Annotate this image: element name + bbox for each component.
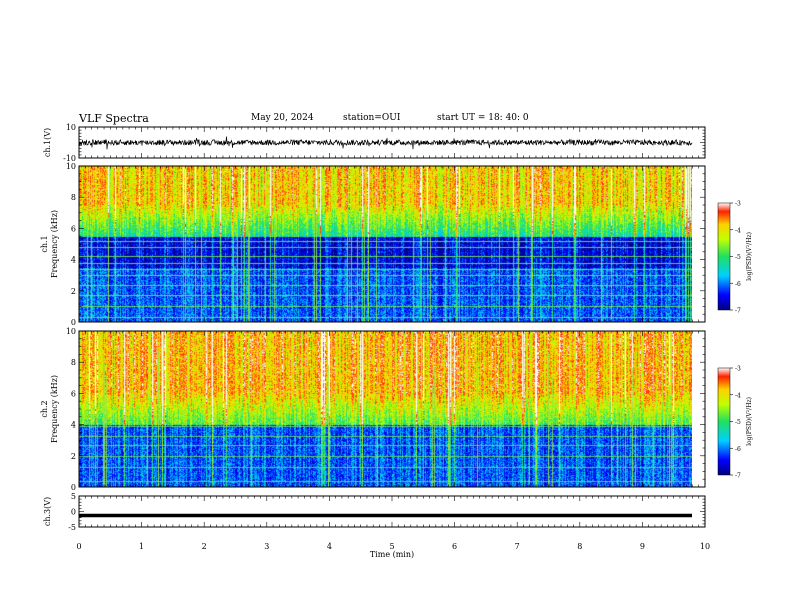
x-tick-label: 2 [202,542,207,551]
x-tick-label: 0 [76,542,81,551]
start-time-label: start UT = 18: 40: 0 [437,113,529,123]
ch1-waveform-line [78,136,693,150]
y-tick-label: 6 [71,224,76,233]
station-label: station=OUI [343,113,401,123]
colorbar-tick-label: -3 [735,201,741,208]
frequency-axis-label-channel: ch.2 [40,400,49,417]
y-tick-label: 8 [71,358,76,367]
x-tick-label: 8 [577,542,582,551]
x-tick-label: 1 [139,542,144,551]
colorbar-tick-label: -5 [735,254,741,261]
colorbar-tick-label: -4 [735,227,741,234]
colorbar [717,367,731,476]
ch3-voltage-axis-label: ch.3(V) [43,497,52,526]
frequency-axis-label: Frequency (kHz) [50,375,59,443]
y-tick-label: -5 [68,523,76,532]
colorbar-tick-label: -5 [735,419,741,426]
x-tick-label: 5 [389,542,394,551]
x-tick-label: 4 [327,542,332,551]
x-axis-title: Time (min) [370,550,414,559]
colorbar-tick-label: -3 [735,366,741,373]
colorbar-label: log(PSD)(V²/Hz) [746,232,753,281]
spectrogram-image-ch1 [79,166,692,322]
y-tick-label: 10 [66,123,76,132]
y-tick-label: 2 [71,452,76,461]
colorbar-tick-label: -6 [735,446,741,453]
y-tick-label: 10 [66,327,76,336]
y-tick-label: 4 [71,256,76,265]
ch1-voltage-axis-label: ch.1(V) [43,128,52,157]
y-tick-label: 0 [71,318,76,327]
x-tick-label: 6 [452,542,457,551]
y-tick-label: 0 [71,508,76,517]
y-tick-label: 5 [71,492,76,501]
frequency-axis-label: Frequency (kHz) [50,210,59,278]
colorbar-tick-label: -4 [735,392,741,399]
y-tick-label: 10 [66,162,76,171]
y-tick-label: 2 [71,287,76,296]
x-tick-label: 3 [264,542,269,551]
y-tick-label: 0 [71,483,76,492]
y-tick-label: 6 [71,389,76,398]
x-tick-label: 9 [640,542,645,551]
colorbar-tick-label: -7 [735,308,741,315]
spectrogram-image-ch2 [79,331,692,487]
y-tick-label: 8 [71,193,76,202]
colorbar-tick-label: -6 [735,281,741,288]
frequency-axis-label-channel: ch.1 [40,235,49,252]
chart-title: VLF Spectra [79,112,149,125]
colorbar-label: log(PSD)(V²/Hz) [746,397,753,446]
colorbar-tick-label: -7 [735,473,741,480]
x-tick-label: 10 [700,542,710,551]
date-label: May 20, 2024 [251,113,314,123]
y-tick-label: 4 [71,421,76,430]
x-tick-label: 7 [515,542,520,551]
y-tick-label: -10 [63,154,76,163]
colorbar [717,202,731,311]
